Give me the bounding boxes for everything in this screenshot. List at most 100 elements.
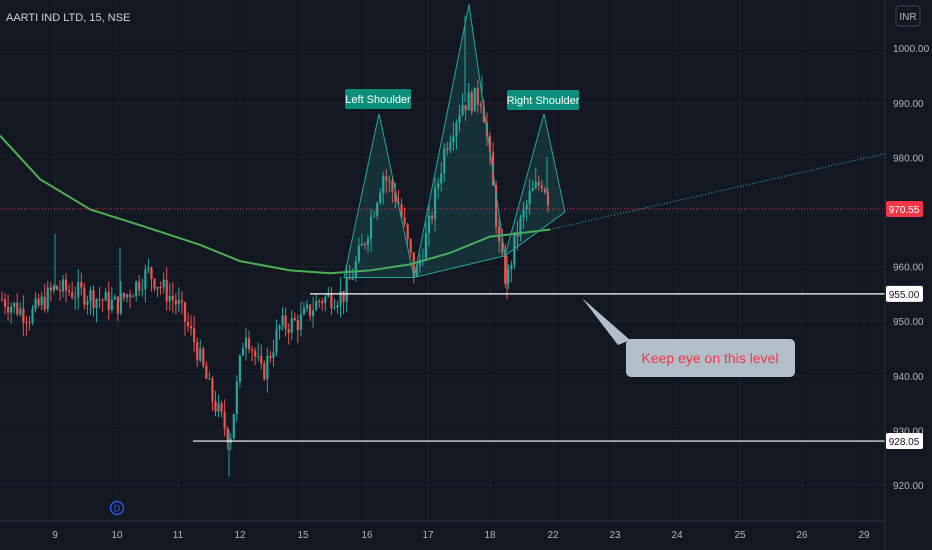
candle-up (312, 310, 315, 317)
candle-down (464, 105, 467, 111)
candle-down (348, 278, 351, 280)
candle-up (336, 304, 339, 308)
candle-up (443, 148, 446, 174)
candle-up (217, 403, 220, 412)
candle-up (315, 300, 318, 311)
price-tag-label: 970.55 (889, 205, 920, 216)
candle-up (455, 122, 458, 137)
candle-down (116, 296, 119, 314)
candle-up (110, 299, 113, 310)
candle-down (129, 294, 132, 298)
symbol-title: AARTI IND LTD, 15, NSE (6, 12, 130, 24)
head-triangle (413, 4, 506, 279)
x-tick-label: 23 (609, 530, 621, 541)
candle-down (190, 326, 193, 329)
candle-down (226, 428, 229, 443)
candle-up (434, 187, 437, 219)
x-tick-label: 24 (671, 530, 683, 541)
candle-up (132, 296, 135, 298)
candle-down (504, 253, 507, 284)
candle-up (427, 215, 431, 234)
candle-down (251, 349, 254, 351)
y-tick-label: 950.00 (893, 317, 924, 328)
candle-down (479, 104, 482, 107)
candle-up (61, 279, 65, 292)
candle-up (34, 298, 37, 310)
price-tag-label: 955.00 (889, 290, 920, 301)
candle-up (522, 209, 525, 218)
left-shoulder-triangle (343, 113, 415, 278)
candle-down (122, 293, 126, 298)
candle-up (373, 215, 376, 217)
candle-down (247, 338, 251, 350)
candle-down (287, 328, 290, 333)
candle-up (147, 267, 150, 270)
moving-average (0, 134, 886, 275)
candle-up (46, 287, 49, 310)
candle-down (284, 315, 287, 329)
candle-down (138, 281, 141, 291)
candle-down (430, 215, 434, 219)
x-tick-label: 17 (422, 530, 434, 541)
candle-down (412, 252, 415, 277)
callout-pointer (582, 298, 630, 345)
candle-down (183, 302, 187, 322)
candle-down (543, 188, 546, 193)
candle-down (64, 279, 68, 291)
candle-up (135, 281, 138, 297)
candle-down (476, 87, 479, 105)
candle-down (28, 322, 31, 324)
x-tick-label: 26 (796, 530, 808, 541)
candle-down (98, 299, 101, 301)
candle-up (528, 190, 531, 205)
candle-down (406, 224, 409, 240)
candle-up (19, 308, 22, 315)
candle-up (473, 87, 476, 112)
candle-up (437, 183, 440, 188)
candle-up (244, 338, 248, 349)
candle-up (415, 265, 418, 277)
candle-up (376, 203, 379, 216)
x-tick-label: 16 (361, 530, 373, 541)
candle-down (37, 298, 40, 306)
candle-up (324, 296, 327, 304)
price-tag-bg (886, 200, 923, 217)
moving-average-line (0, 134, 551, 275)
candle-down (101, 299, 104, 301)
y-tick-label: 980.00 (893, 153, 924, 164)
candle-up (333, 307, 336, 309)
candle-up (141, 289, 144, 291)
candle-down (394, 191, 397, 203)
y-tick-label: 920.00 (893, 481, 924, 492)
candle-up (290, 317, 293, 333)
candle-down (165, 279, 168, 302)
candle-down (43, 296, 46, 310)
candle-up (305, 304, 309, 309)
candle-up (354, 261, 357, 278)
candle-down (83, 287, 86, 305)
candle-down (409, 239, 412, 253)
candle-up (95, 299, 98, 309)
event-marker (109, 500, 125, 516)
candle-down (202, 348, 205, 366)
candle-down (0, 299, 4, 301)
candle-up (327, 293, 330, 297)
candle-down (400, 204, 403, 218)
price-tag-bg (886, 285, 923, 302)
candle-down (211, 378, 214, 402)
y-tick-label: 940.00 (893, 372, 924, 383)
candle-down (269, 356, 272, 359)
candle-down (540, 185, 543, 189)
candle-up (125, 294, 129, 298)
candle-up (369, 216, 373, 239)
candle-down (391, 181, 394, 192)
candle-down (296, 320, 299, 331)
candle-up (360, 243, 363, 246)
candle-up (13, 302, 16, 307)
currency-button[interactable]: INR (895, 5, 921, 27)
candle-up (156, 286, 159, 289)
candle-down (293, 317, 296, 321)
